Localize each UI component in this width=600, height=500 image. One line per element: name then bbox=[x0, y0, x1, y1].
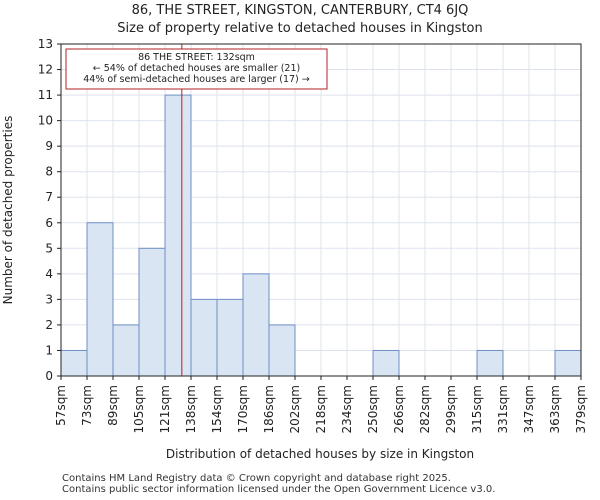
y-tick-label-3: 3 bbox=[45, 292, 53, 306]
x-axis-label: Distribution of detached houses by size … bbox=[166, 447, 474, 461]
bar-121sqm bbox=[164, 94, 192, 377]
bar-363sqm bbox=[554, 349, 582, 377]
y-tick-label-10: 10 bbox=[38, 114, 53, 128]
bar-170sqm bbox=[242, 273, 270, 377]
x-tick-label-202sqm: 202sqm bbox=[288, 385, 302, 433]
x-tick-label-347sqm: 347sqm bbox=[522, 385, 536, 433]
x-tick-label-138sqm: 138sqm bbox=[184, 385, 198, 433]
x-tick-label-282sqm: 282sqm bbox=[418, 385, 432, 433]
x-tick-label-299sqm: 299sqm bbox=[444, 385, 458, 433]
bar-138sqm bbox=[190, 298, 218, 377]
x-tick-label-89sqm: 89sqm bbox=[106, 385, 120, 426]
y-tick-label-13: 13 bbox=[38, 37, 53, 51]
bar-73sqm bbox=[86, 222, 114, 377]
y-axis-label: Number of detached properties bbox=[1, 116, 15, 305]
y-tick-label-4: 4 bbox=[45, 267, 53, 281]
y-tick-label-11: 11 bbox=[38, 88, 53, 102]
x-tick-label-186sqm: 186sqm bbox=[262, 385, 276, 433]
x-tick-label-315sqm: 315sqm bbox=[470, 385, 484, 433]
bar-105sqm bbox=[138, 247, 166, 377]
x-tick-label-379sqm: 379sqm bbox=[574, 385, 588, 433]
y-tick-label-12: 12 bbox=[38, 63, 53, 77]
annotation: 86 THE STREET: 132sqm← 54% of detached h… bbox=[65, 48, 328, 90]
chart-title: 86, THE STREET, KINGSTON, CANTERBURY, CT… bbox=[131, 3, 469, 18]
y-tick-label-6: 6 bbox=[45, 216, 53, 230]
annotation-box bbox=[65, 48, 328, 90]
y-tick-label-1: 1 bbox=[45, 343, 53, 357]
annotation-line-1: 86 THE STREET: 132sqm bbox=[138, 52, 255, 63]
bar-186sqm bbox=[268, 324, 296, 377]
x-tick-label-250sqm: 250sqm bbox=[366, 385, 380, 433]
y-tick-label-2: 2 bbox=[45, 318, 53, 332]
x-tick-label-363sqm: 363sqm bbox=[548, 385, 562, 433]
footer-line-1: Contains HM Land Registry data © Crown c… bbox=[62, 473, 451, 484]
bars bbox=[60, 94, 582, 377]
y-tick-label-5: 5 bbox=[45, 241, 53, 255]
chart-subtitle: Size of property relative to detached ho… bbox=[117, 21, 483, 36]
bar-57sqm bbox=[60, 349, 88, 377]
x-tick-label-73sqm: 73sqm bbox=[80, 385, 94, 426]
y-tick-label-9: 9 bbox=[45, 139, 53, 153]
x-tick-label-154sqm: 154sqm bbox=[210, 385, 224, 433]
footer: Contains HM Land Registry data © Crown c… bbox=[62, 473, 495, 495]
x-tick-label-121sqm: 121sqm bbox=[158, 385, 172, 433]
x-tick-label-266sqm: 266sqm bbox=[392, 385, 406, 433]
x-tick-label-105sqm: 105sqm bbox=[132, 385, 146, 433]
x-tick-label-57sqm: 57sqm bbox=[54, 385, 68, 426]
x-tick-label-234sqm: 234sqm bbox=[340, 385, 354, 433]
annotation-line-3: 44% of semi-detached houses are larger (… bbox=[83, 74, 310, 85]
x-tick-label-331sqm: 331sqm bbox=[496, 385, 510, 433]
bar-89sqm bbox=[112, 324, 140, 377]
footer-line-2: Contains public sector information licen… bbox=[62, 484, 496, 495]
bar-315sqm bbox=[476, 349, 504, 377]
grid bbox=[61, 43, 581, 376]
x-axis-ticks: 57sqm 73sqm 89sqm 105sqm 121sqm 138sqm 154sqm 1… bbox=[54, 376, 588, 433]
x-tick-label-170sqm: 170sqm bbox=[236, 385, 250, 433]
y-tick-label-7: 7 bbox=[45, 190, 53, 204]
annotation-line-2: ← 54% of detached houses are smaller (21… bbox=[93, 63, 300, 74]
y-tick-label-0: 0 bbox=[45, 369, 53, 383]
x-tick-label-218sqm: 218sqm bbox=[314, 385, 328, 433]
bar-250sqm bbox=[372, 349, 400, 377]
bar-154sqm bbox=[216, 298, 244, 377]
y-tick-label-8: 8 bbox=[45, 165, 53, 179]
